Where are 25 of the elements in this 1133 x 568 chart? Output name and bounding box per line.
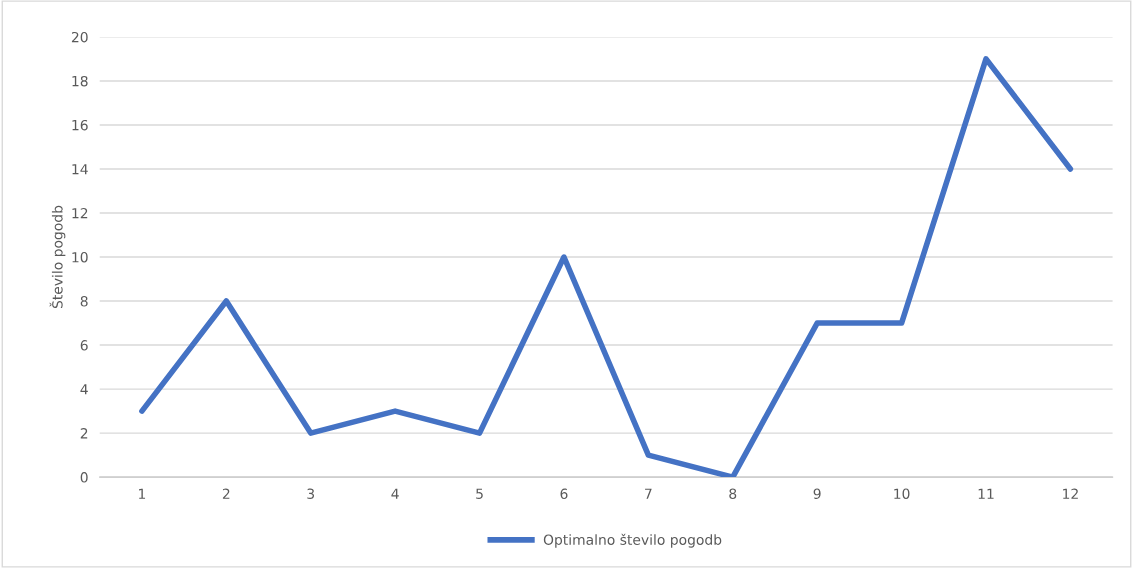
x-tick-label: 9 xyxy=(813,488,821,499)
y-tick-label: 2 xyxy=(80,428,88,439)
x-tick-label: 6 xyxy=(560,488,568,499)
x-tick-label: 12 xyxy=(1063,488,1078,499)
y-tick-label: 0 xyxy=(80,472,88,483)
x-tick-label: 8 xyxy=(729,488,737,499)
y-tick-label: 12 xyxy=(72,207,88,219)
x-tick-label: 1 xyxy=(139,488,146,499)
x-tick-label: 2 xyxy=(222,488,230,499)
x-tick-label: 3 xyxy=(307,488,315,499)
x-tick-label: 11 xyxy=(978,488,994,499)
y-tick-label: 4 xyxy=(80,384,88,395)
x-tick-label: 7 xyxy=(645,488,652,499)
x-tick-label: 5 xyxy=(476,488,483,499)
x-tick-label: 10 xyxy=(894,488,910,499)
y-tick-label: 6 xyxy=(80,340,88,351)
y-tick-label: 16 xyxy=(72,119,88,131)
y-tick-label: 8 xyxy=(80,296,88,307)
legend-label: Optimalno število pogodb xyxy=(543,533,722,548)
y-axis-title: Število pogodb xyxy=(49,205,66,309)
y-tick-label: 10 xyxy=(72,251,88,263)
y-tick-label: 14 xyxy=(72,164,88,175)
x-tick-label: 4 xyxy=(391,488,399,499)
y-tick-label: 18 xyxy=(72,75,88,87)
y-tick-label: 20 xyxy=(71,31,88,43)
